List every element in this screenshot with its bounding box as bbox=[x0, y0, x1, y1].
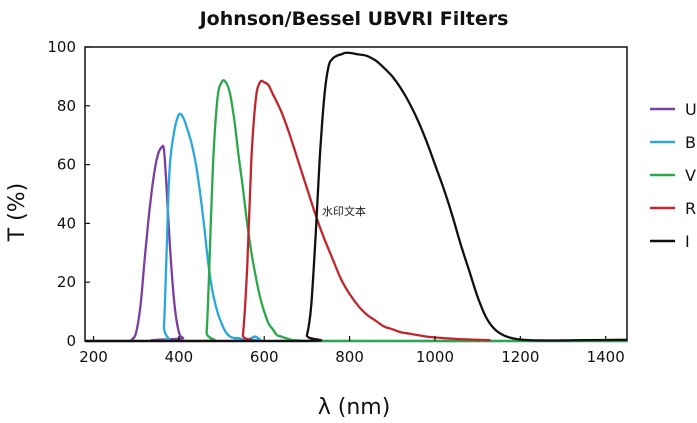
y-tick-label: 80 bbox=[57, 97, 76, 115]
y-tick-label: 20 bbox=[57, 273, 76, 291]
legend-label-I: I bbox=[685, 232, 690, 251]
y-tick-label: 40 bbox=[57, 214, 76, 232]
x-axis-label: λ (nm) bbox=[318, 395, 391, 420]
x-tick-label: 1400 bbox=[587, 348, 625, 366]
y-tick-label: 60 bbox=[57, 156, 76, 174]
x-tick-label: 1200 bbox=[501, 348, 539, 366]
legend-label-B: B bbox=[685, 133, 696, 152]
legend-label-R: R bbox=[685, 199, 696, 218]
chart-title: Johnson/Bessel UBVRI Filters bbox=[198, 8, 509, 30]
series-line-B bbox=[84, 112, 627, 343]
series-line-U bbox=[84, 144, 627, 343]
series-line-R bbox=[84, 79, 491, 343]
x-tick-label: 400 bbox=[165, 348, 194, 366]
legend-label-U: U bbox=[685, 100, 697, 119]
y-tick-label: 100 bbox=[47, 38, 76, 56]
y-tick-label: 0 bbox=[66, 332, 76, 350]
x-tick-label: 200 bbox=[79, 348, 108, 366]
series-layer bbox=[84, 51, 628, 343]
legend-label-V: V bbox=[685, 166, 696, 185]
y-axis-label: T (%) bbox=[5, 183, 30, 243]
legend: UBVRI bbox=[650, 100, 697, 251]
axis-layer: 200 400 600 800 1000 1200 1400 0 20 40 60 80 100 bbox=[47, 38, 624, 366]
x-tick-label: 1000 bbox=[416, 348, 454, 366]
watermark-annotation: 水印文本 bbox=[322, 204, 366, 218]
x-tick-label: 800 bbox=[335, 348, 364, 366]
series-line-I bbox=[84, 51, 628, 343]
x-tick-label: 600 bbox=[250, 348, 279, 366]
